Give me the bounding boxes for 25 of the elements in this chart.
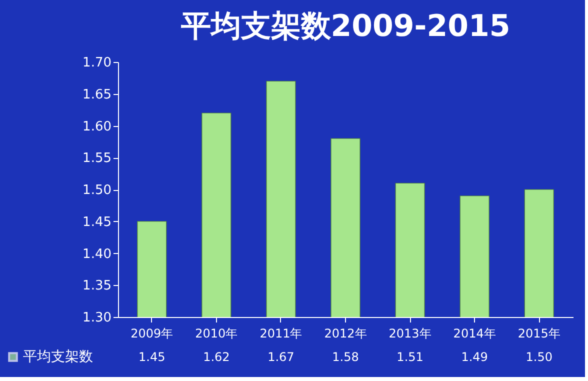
y-tick-label: 1.40 xyxy=(82,246,112,262)
y-tick-label: 1.65 xyxy=(82,87,112,102)
x-tick-label: 2013年 xyxy=(388,326,432,340)
data-label: 1.67 xyxy=(268,350,294,364)
y-tick-label: 1.70 xyxy=(82,56,112,70)
x-tick-label: 2009年 xyxy=(130,326,174,340)
y-tick-label: 1.55 xyxy=(82,151,112,166)
data-label: 1.58 xyxy=(332,350,359,364)
y-tick-label: 1.30 xyxy=(82,310,112,326)
x-tick-label: 2014年 xyxy=(453,326,496,340)
legend-label: 平均支架数 xyxy=(23,349,93,365)
y-tick-label: 1.35 xyxy=(82,278,112,294)
data-label: 1.45 xyxy=(138,350,166,364)
chart-title: 平均支架数2009-2015 xyxy=(180,9,510,44)
y-tick-label: 1.50 xyxy=(82,183,112,198)
x-tick-label: 2011年 xyxy=(260,326,302,340)
x-tick-label: 2012年 xyxy=(324,326,367,340)
x-tick-label: 2010年 xyxy=(195,326,238,340)
data-label: 1.62 xyxy=(203,350,230,364)
x-tick-label: 2015年 xyxy=(518,326,560,340)
y-tick-label: 1.60 xyxy=(82,119,112,134)
data-label: 1.51 xyxy=(396,350,424,364)
y-tick-label: 1.45 xyxy=(82,214,112,230)
data-label: 1.49 xyxy=(461,350,488,364)
data-label: 1.50 xyxy=(526,350,552,364)
